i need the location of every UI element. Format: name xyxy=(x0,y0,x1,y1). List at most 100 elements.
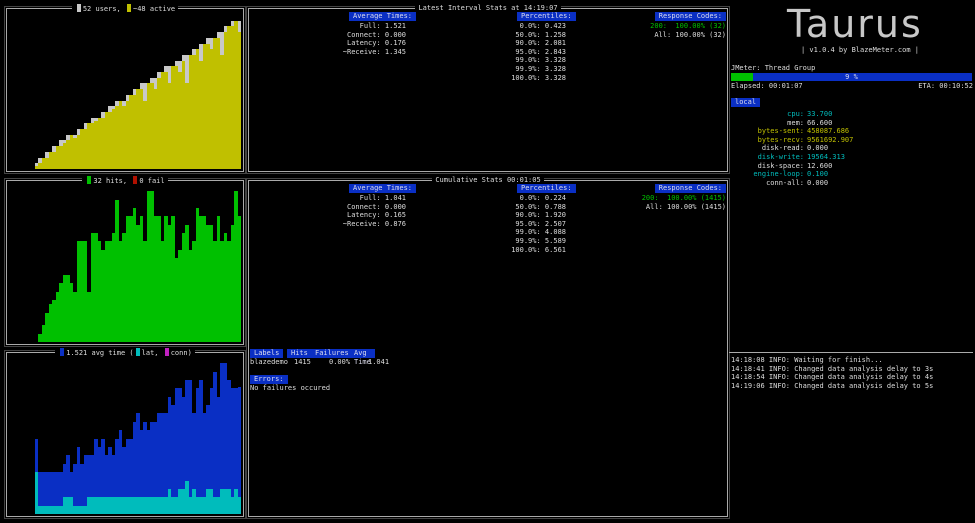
legend-lat: lat, xyxy=(141,349,159,357)
avg-time-bar xyxy=(178,388,182,514)
hits-header[interactable]: Hits xyxy=(287,349,312,358)
hits-bar xyxy=(48,304,52,342)
percentile-value: 5.589 xyxy=(544,237,566,245)
response-code-row: 200: 100.00% (32) xyxy=(650,22,726,30)
hits-bar xyxy=(167,224,171,342)
percentile-value: 0.224 xyxy=(544,194,566,202)
active-bar xyxy=(202,43,206,169)
active-bar xyxy=(188,54,192,169)
active-bar xyxy=(111,109,115,169)
avg-time-bar xyxy=(62,463,66,514)
active-swatch-icon xyxy=(127,4,131,12)
percentile-value: 1.258 xyxy=(544,30,566,39)
percentile-label: 50.0%: xyxy=(515,30,541,39)
labels-header[interactable]: Labels xyxy=(250,349,284,358)
latency-bar xyxy=(209,488,213,514)
hits-bar xyxy=(83,241,87,342)
metric-label: engine-loop: xyxy=(753,170,804,179)
active-bar xyxy=(234,20,238,169)
percentile-row: 100.0%: 3.328 xyxy=(511,74,566,83)
avg-time-bar xyxy=(143,421,147,514)
hits-bar xyxy=(153,216,157,342)
avg-time-bar xyxy=(38,472,42,514)
hits-bar xyxy=(45,312,49,342)
active-bar xyxy=(160,72,164,169)
hits-bar xyxy=(55,291,59,342)
avg-time-bar xyxy=(202,413,206,514)
active-bar xyxy=(143,100,147,169)
metric-value: 33.700 xyxy=(807,110,833,118)
active-bar xyxy=(38,163,42,169)
percentile-value: 3.328 xyxy=(544,65,566,73)
metric-value: 458087.686 xyxy=(807,127,850,136)
latency-bar xyxy=(111,497,115,514)
host-badge: local xyxy=(731,98,761,107)
active-bar xyxy=(129,94,133,169)
percentile-value: 3.328 xyxy=(544,73,566,82)
avg-time-bar xyxy=(115,438,119,514)
latency-bar xyxy=(227,488,231,514)
latency-bar xyxy=(115,497,119,514)
latency-bar xyxy=(139,497,143,514)
active-bar xyxy=(167,83,171,169)
active-bar xyxy=(237,32,241,169)
percentile-label: 95.0%: xyxy=(515,47,541,56)
label-name: blazedemo xyxy=(250,358,288,366)
hits-bar xyxy=(164,216,168,342)
metric-row: disk-read: xyxy=(729,144,804,153)
metric-row: disk-space: xyxy=(729,162,804,171)
hits-bar xyxy=(220,241,224,342)
avg-time-header[interactable]: Avg Time xyxy=(350,349,375,366)
users-chart-area xyxy=(9,15,241,169)
latency-bar xyxy=(171,497,175,514)
avg-time-bar xyxy=(83,455,87,514)
executor-label: JMeter: Thread Group xyxy=(731,64,816,72)
avg-time-bar xyxy=(66,455,70,514)
avg-times-header: Average Times: xyxy=(349,184,417,193)
active-bar xyxy=(87,123,91,169)
avg-time-bar xyxy=(157,413,161,514)
percentile-row: 95.0%: 2.507 xyxy=(515,220,566,229)
avg-time-bar xyxy=(174,388,178,514)
response-code-row: All: 100.00% (1415) xyxy=(645,202,726,211)
active-bar xyxy=(220,54,224,169)
taurus-logo: Taurus xyxy=(787,2,923,46)
percentile-label: 100.0%: xyxy=(511,245,541,254)
hits-bar xyxy=(209,224,213,342)
percentile-row: 50.0%: 1.258 xyxy=(515,31,566,40)
latency-bar xyxy=(150,497,154,514)
hits-bar xyxy=(139,216,143,342)
avg-time-value: 0.876 xyxy=(384,219,406,228)
active-bar xyxy=(230,26,234,169)
sidebar: Taurus | v1.0.4 by BlazeMeter.com | JMet… xyxy=(729,0,975,523)
latency-bar xyxy=(129,497,133,514)
active-bar xyxy=(153,89,157,169)
hits-chart-panel: 32 hits, 0 fail xyxy=(4,176,246,347)
active-bar xyxy=(146,83,150,169)
eta-text: ETA: 00:10:52 xyxy=(918,82,973,90)
avg-time-row: Full: 1.521 xyxy=(360,22,406,31)
latency-bar xyxy=(213,497,217,514)
percentile-label: 99.0%: xyxy=(515,228,541,237)
avg-time-bar xyxy=(167,396,171,514)
percentile-row: 90.0%: 1.920 xyxy=(515,211,566,220)
hits-bar xyxy=(199,216,203,342)
failures-header[interactable]: Failures xyxy=(311,349,353,358)
percentiles-header: Percentiles: xyxy=(517,184,576,193)
hits-bar xyxy=(146,191,150,342)
avg-time-bar xyxy=(125,438,129,514)
avg-time-bar xyxy=(101,438,105,514)
progress-label: 9 % xyxy=(845,73,858,81)
avg-time-bar xyxy=(171,405,175,514)
percentile-row: 99.0%: 3.328 xyxy=(515,56,566,65)
avg-time-label: Connect: xyxy=(346,202,381,211)
latency-bar xyxy=(160,497,164,514)
active-bar xyxy=(62,143,66,169)
active-bar xyxy=(171,66,175,169)
elapsed-text: Elapsed: 00:01:07 xyxy=(731,82,803,90)
avg-time-label: Full: xyxy=(359,194,381,202)
latency-bar xyxy=(104,497,108,514)
cumulative-title: Cumulative Stats 00:01:05 xyxy=(249,176,727,185)
users-swatch-icon xyxy=(76,4,81,12)
metric-label: disk-write: xyxy=(757,153,804,161)
